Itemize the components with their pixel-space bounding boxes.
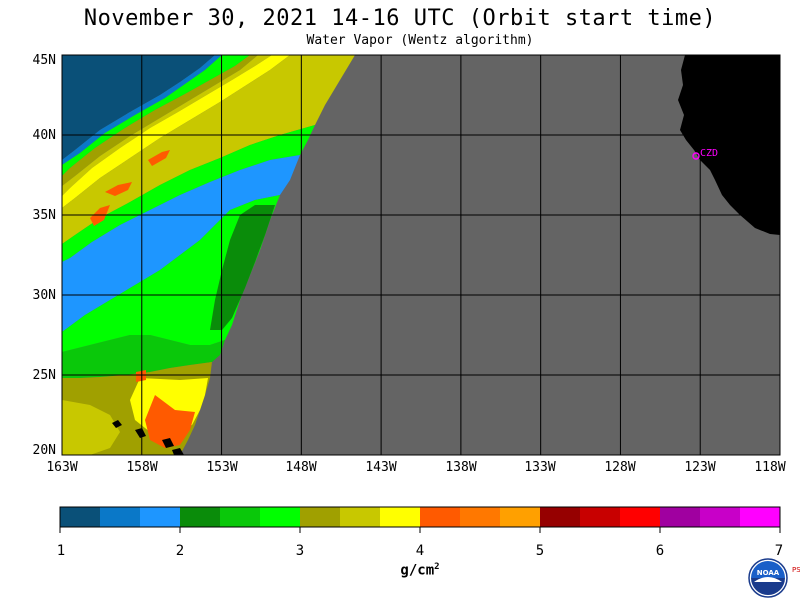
island-3 [162, 438, 174, 448]
swath-band-dark-blue [62, 55, 215, 160]
lon-label-153w: 153W [206, 460, 238, 475]
moist-streak-4 [136, 370, 146, 382]
swath-band-dark-green [210, 205, 275, 330]
map-frame [61, 54, 781, 456]
island-2 [135, 428, 146, 438]
lon-label-163w: 163W [46, 460, 78, 475]
map-title: November 30, 2021 14-16 UTC (Orbit start… [83, 6, 717, 31]
colorbar-units: g/cm2 [400, 562, 440, 579]
colorbar-tick-5: 5 [535, 543, 545, 559]
swath-band-yellow-bright [62, 55, 290, 208]
lon-label-143w: 143W [365, 460, 397, 475]
lat-label-30n: 30N [32, 288, 56, 303]
svg-text:NOAA: NOAA [757, 569, 780, 577]
swath-band-green-north [62, 55, 250, 176]
lon-label-123w: 123W [684, 460, 716, 475]
lat-label-45n: 45N [32, 53, 56, 68]
lat-label-40n: 40N [32, 128, 56, 143]
island-1 [112, 420, 122, 428]
swath-band-orange-south [145, 395, 195, 448]
colorbar [59, 506, 781, 533]
swath-band-bright-green-south [62, 335, 225, 378]
colorbar-tick-4: 4 [415, 543, 425, 559]
colorbar-swatch [60, 507, 101, 527]
lat-label-35n: 35N [32, 208, 56, 223]
station-marker-czd: CZD [692, 148, 718, 160]
swath-band-green-mid [62, 125, 315, 262]
lon-label-148w: 148W [285, 460, 317, 475]
colorbar-swatch [700, 507, 741, 527]
colorbar-swatch [500, 507, 541, 527]
lat-label-25n: 25N [32, 368, 56, 383]
moist-streak-1 [105, 182, 132, 196]
colorbar-swatch [140, 507, 181, 527]
station-label: CZD [700, 148, 718, 159]
colorbar-swatch [340, 507, 381, 527]
swath-band-olive-southwest [62, 400, 120, 455]
psl-mark: PSL [792, 566, 800, 574]
land-west-coast [678, 55, 780, 235]
colorbar-tick-6: 6 [655, 543, 665, 559]
lon-label-118w: 118W [754, 460, 786, 475]
colorbar-swatch [220, 507, 261, 527]
map-subtitle: Water Vapor (Wentz algorithm) [306, 33, 534, 48]
colorbar-swatch [300, 507, 341, 527]
lat-label-20n: 20N [32, 443, 56, 458]
colorbar-swatch [460, 507, 501, 527]
colorbar-tick-3: 3 [295, 543, 305, 559]
map-field [62, 55, 780, 455]
colorbar-tick-1: 1 [56, 543, 66, 559]
colorbar-swatch [740, 507, 781, 527]
colorbar-swatch [420, 507, 461, 527]
colorbar-swatch [260, 507, 301, 527]
moist-streak-3 [148, 150, 170, 166]
colorbar-swatch [580, 507, 621, 527]
swath-band-blue-mid [62, 155, 300, 332]
colorbar-swatch [660, 507, 701, 527]
colorbar-tick-7: 7 [774, 543, 784, 559]
lon-label-133w: 133W [524, 460, 556, 475]
swath-band-olive-north [62, 55, 258, 186]
lon-label-138w: 138W [445, 460, 477, 475]
colorbar-swatch [180, 507, 221, 527]
colorbar-tick-2: 2 [175, 543, 185, 559]
graticule [62, 55, 780, 455]
island-4 [172, 448, 184, 455]
colorbar-swatch [620, 507, 661, 527]
lon-label-128w: 128W [604, 460, 636, 475]
swath-band-yellow-mid [62, 55, 355, 244]
colorbar-swatch [540, 507, 581, 527]
colorbar-swatch [380, 507, 421, 527]
colorbar-swatch [100, 507, 141, 527]
lon-label-158w: 158W [126, 460, 158, 475]
noaa-logo: NOAA [748, 558, 788, 598]
